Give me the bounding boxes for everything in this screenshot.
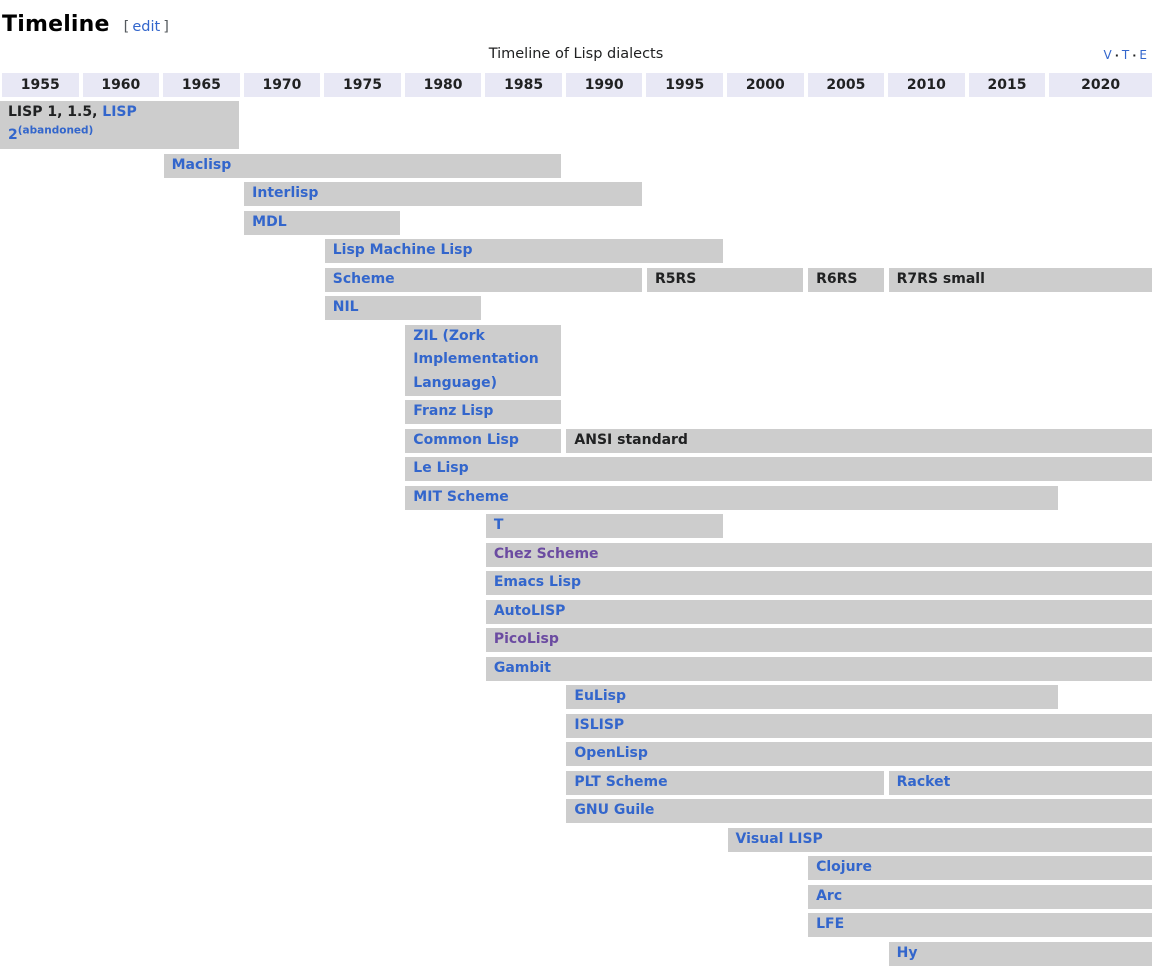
timeline-bar-mit-scheme: MIT Scheme: [405, 485, 1058, 510]
bar-text: R5RS: [654, 270, 697, 287]
bar-link[interactable]: NIL: [332, 299, 359, 315]
page-title: Timeline: [2, 12, 110, 37]
timeline-bar-t: T: [485, 514, 723, 538]
bar-link[interactable]: MDL: [252, 213, 287, 230]
timeline-bar-eulisp: EuLisp: [566, 685, 1058, 709]
bar-link[interactable]: Emacs Lisp: [493, 574, 582, 590]
bar-link[interactable]: Racket: [896, 773, 951, 790]
view-template-link[interactable]: V: [1103, 48, 1112, 62]
bar-text: ANSI standard: [574, 431, 688, 448]
year-header-1965: 1965: [163, 73, 240, 97]
bar-link[interactable]: Implementation: [413, 351, 539, 367]
bar-link[interactable]: (abandoned): [17, 124, 94, 137]
bar-link[interactable]: ISLISP: [574, 716, 625, 733]
bar-link[interactable]: Common Lisp: [413, 431, 519, 448]
bar-link[interactable]: PLT Scheme: [574, 773, 668, 790]
year-header-1995: 1995: [646, 73, 724, 97]
timeline-bar-chez-scheme: Chez Scheme: [485, 542, 1152, 567]
timeline-bar-franz-lisp: Franz Lisp: [405, 400, 562, 424]
year-header-2020: 2020: [1049, 73, 1152, 97]
bar-link[interactable]: Clojure: [816, 859, 872, 875]
timeline-bar-ansi-standard: ANSI standard: [566, 428, 1152, 453]
timeline-bar-r7rs-small: R7RS small: [888, 267, 1152, 292]
timeline-bar-arc: Arc: [808, 884, 1152, 909]
timeline-bar-racket: Racket: [888, 770, 1152, 795]
timeline-bar-r5rs: R5RS: [646, 267, 804, 292]
bar-link[interactable]: 2: [8, 127, 18, 143]
timeline-bar-gambit: Gambit: [485, 656, 1152, 681]
edit-template-link[interactable]: E: [1139, 48, 1147, 62]
timeline-bar-clojure: Clojure: [808, 856, 1152, 880]
timeline-bar-nil: NIL: [324, 296, 481, 320]
year-header-1960: 1960: [82, 73, 160, 97]
timeline-bar-maclisp: Maclisp: [163, 153, 562, 178]
talk-template-link[interactable]: T: [1121, 48, 1130, 62]
timeline-bar-openlisp: OpenLisp: [566, 742, 1152, 766]
bar-link[interactable]: Language): [413, 374, 497, 391]
year-header-2000: 2000: [727, 73, 804, 97]
bar-text: LISP 1, 1.5,: [8, 103, 103, 120]
year-header-1970: 1970: [243, 73, 321, 97]
timeline-bar-lfe: LFE: [808, 913, 1152, 937]
vte-separator: ·: [1132, 49, 1137, 62]
bar-link[interactable]: Interlisp: [252, 185, 319, 201]
timeline-bar-visual-lisp: Visual LISP: [727, 827, 1152, 852]
bar-link[interactable]: EuLisp: [574, 688, 627, 704]
timeline-bar-zil-zork-implementation-language: ZIL (Zork Implementation Language): [405, 324, 562, 396]
bar-link[interactable]: LISP: [102, 103, 137, 120]
bar-link[interactable]: LFE: [816, 916, 845, 932]
timeline-title: Timeline of Lisp dialects: [488, 46, 664, 62]
timeline-bar-lisp-1-1-5-lisp-2-abandoned: LISP 1, 1.5, LISP 2(abandoned): [0, 100, 240, 149]
bar-text: R7RS small: [896, 270, 985, 287]
bar-link[interactable]: AutoLISP: [493, 602, 566, 619]
bar-link[interactable]: Maclisp: [171, 156, 232, 173]
year-header-2010: 2010: [888, 73, 965, 97]
timeline-bar-picolisp: PicoLisp: [485, 628, 1152, 652]
year-header-1955: 1955: [2, 73, 79, 97]
bar-link[interactable]: T: [493, 517, 504, 533]
bar-link[interactable]: Gambit: [493, 659, 551, 676]
bar-link[interactable]: Visual LISP: [735, 830, 823, 847]
bar-link[interactable]: GNU Guile: [574, 802, 655, 818]
edit-link[interactable]: edit: [132, 19, 161, 35]
timeline-bar-scheme: Scheme: [324, 267, 642, 292]
bar-link[interactable]: ZIL (Zork: [413, 327, 485, 344]
section-heading: Timeline [edit]: [2, 12, 169, 37]
timeline-bar-autolisp: AutoLISP: [485, 599, 1152, 624]
edit-section: [edit]: [124, 19, 169, 35]
bar-text: R6RS: [816, 270, 858, 287]
bar-link[interactable]: PicoLisp: [493, 631, 559, 647]
year-header-2005: 2005: [807, 73, 885, 97]
bar-link[interactable]: Franz Lisp: [413, 403, 494, 419]
bar-link[interactable]: Hy: [896, 944, 918, 961]
year-header-1980: 1980: [404, 73, 482, 97]
timeline-bar-mdl: MDL: [244, 210, 401, 235]
year-header-2015: 2015: [968, 73, 1046, 97]
year-header-1985: 1985: [485, 73, 562, 97]
year-header-1975: 1975: [324, 73, 401, 97]
timeline-bar-lisp-machine-lisp: Lisp Machine Lisp: [324, 239, 723, 263]
bar-link[interactable]: MIT Scheme: [413, 488, 509, 505]
timeline-bar-hy: Hy: [888, 941, 1152, 966]
timeline-bar-islisp: ISLISP: [566, 713, 1152, 738]
bar-link[interactable]: Lisp Machine Lisp: [332, 242, 473, 258]
bar-link[interactable]: Le Lisp: [413, 460, 469, 476]
year-header-1990: 1990: [565, 73, 643, 97]
vte-separator: ·: [1114, 49, 1119, 62]
timeline-bar-le-lisp: Le Lisp: [405, 457, 1152, 481]
timeline-bar-common-lisp: Common Lisp: [405, 428, 562, 453]
timeline-bar-emacs-lisp: Emacs Lisp: [485, 571, 1152, 595]
vte-nav: V · T · E: [1103, 48, 1147, 62]
edit-bracket-open: [: [123, 19, 130, 35]
timeline-bar-interlisp: Interlisp: [244, 182, 642, 206]
timeline-bar-gnu-guile: GNU Guile: [566, 799, 1152, 823]
timeline-bar-r6rs: R6RS: [808, 267, 884, 292]
timeline-bar-plt-scheme: PLT Scheme: [566, 770, 884, 795]
bar-link[interactable]: OpenLisp: [574, 745, 648, 761]
bar-link[interactable]: Scheme: [332, 270, 395, 287]
bar-link[interactable]: Arc: [816, 887, 843, 904]
bar-link[interactable]: Chez Scheme: [493, 545, 599, 562]
edit-bracket-close: ]: [163, 19, 169, 35]
